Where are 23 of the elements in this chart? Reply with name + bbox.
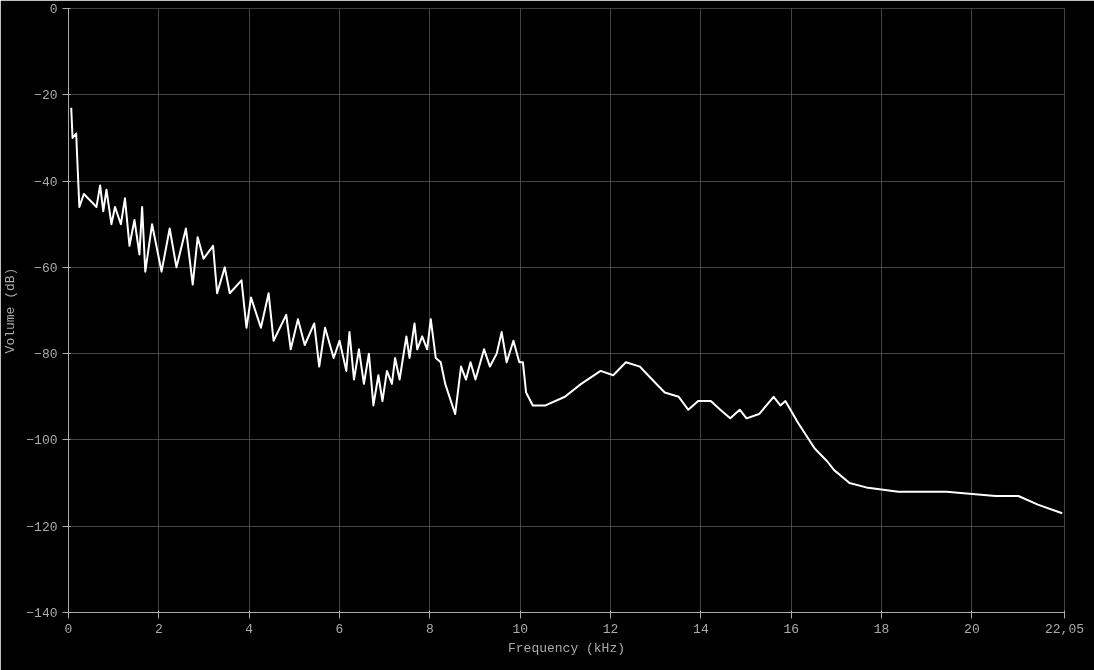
x-axis-title: Frequency (kHz) [507,640,626,656]
x-tick-label: 4 [245,621,254,637]
x-tick-label: 14 [693,621,709,637]
x-tick-label: 10 [512,621,529,637]
y-tick-label: −100 [26,433,58,449]
y-tick-label: −140 [26,606,58,621]
x-tick-label: 2 [154,621,163,637]
x-tick-label: 12 [602,621,619,637]
x-tick-label: 16 [783,621,800,637]
x-tick-label: 6 [335,621,344,637]
x-tick-label: 0 [64,621,73,637]
y-axis-title: Volume (dB) [3,267,19,354]
x-tick-label: 18 [873,621,890,637]
y-tick-label: −60 [34,260,58,276]
y-tick-label: −40 [34,174,58,190]
y-tick-label: −120 [26,519,58,535]
x-tick-label: 22,05 [1045,621,1085,637]
x-tick-label: 20 [964,621,980,637]
line-series [70,106,1064,515]
x-tick-label: 8 [425,621,434,637]
y-tick-label: −20 [34,88,58,104]
y-tick-label: 0 [49,2,58,17]
y-tick-label: −80 [34,347,58,363]
